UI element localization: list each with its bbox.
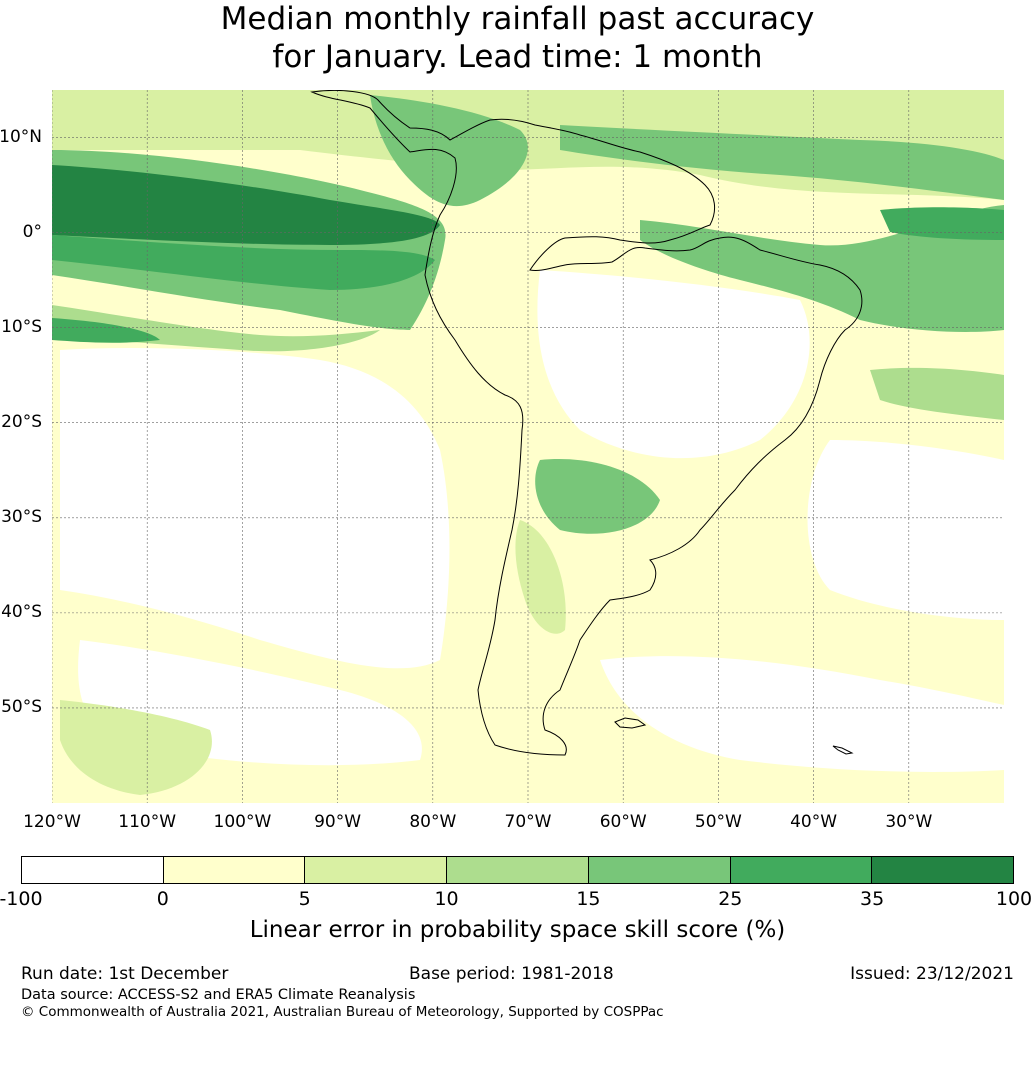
- run-date: Run date: 1st December: [21, 964, 229, 984]
- colorbar-cell: [305, 857, 448, 883]
- field-white-south-atlantic: [600, 656, 1004, 772]
- colorbar-cell: [730, 857, 873, 883]
- field-atlantic-south: [870, 367, 1004, 420]
- longitude-label: 100°W: [213, 812, 272, 832]
- field-pacific-south-2: [52, 318, 160, 343]
- field-white-brazil: [537, 270, 810, 459]
- longitude-label: 30°W: [885, 812, 933, 832]
- colorbar-tick-label: 10: [434, 888, 459, 910]
- colorbar-tick-label: 0: [156, 888, 169, 910]
- colorbar-cell: [22, 857, 164, 883]
- colorbar-cell: [588, 857, 731, 883]
- title-line-1: Median monthly rainfall past accuracy: [220, 1, 815, 37]
- field-andes: [515, 520, 566, 634]
- longitude-label: 60°W: [599, 812, 647, 832]
- latitude-label: 20°S: [1, 411, 42, 432]
- map-area: [52, 90, 1004, 803]
- latitude-label: 10°N: [0, 126, 42, 147]
- longitude-label: 110°W: [118, 812, 177, 832]
- latitude-label: 10°S: [1, 316, 42, 337]
- colorbar-tick-label: 5: [298, 888, 311, 910]
- issued-date: Issued: 23/12/2021: [850, 964, 1014, 984]
- field-atlantic-eq-core: [880, 207, 1004, 240]
- south-georgia-coastline: [832, 745, 854, 755]
- falkland-islands-coastline: [614, 717, 647, 729]
- base-period: Base period: 1981-2018: [409, 964, 614, 984]
- field-atlantic-eq: [640, 205, 1004, 332]
- latitude-label: 50°S: [1, 696, 42, 717]
- colorbar-tick-label: 15: [576, 888, 601, 910]
- colorbar-cell: [163, 857, 306, 883]
- map-title: Median monthly rainfall past accuracy fo…: [0, 0, 1035, 76]
- colorbar-tick-label: 35: [860, 888, 885, 910]
- longitude-label: 40°W: [790, 812, 838, 832]
- latitude-label: 40°S: [1, 601, 42, 622]
- longitude-label: 70°W: [504, 812, 552, 832]
- colorbar: [21, 856, 1014, 884]
- field-patagonia: [60, 700, 212, 795]
- colorbar-tick-label: 25: [718, 888, 743, 910]
- field-caribbean: [370, 95, 528, 207]
- title-line-2: for January. Lead time: 1 month: [272, 39, 763, 75]
- field-atlantic-north: [560, 125, 1004, 200]
- gridlines: [52, 90, 1004, 803]
- copyright: © Commonwealth of Australia 2021, Austra…: [21, 1004, 664, 1020]
- colorbar-tick-label: 100: [995, 888, 1033, 910]
- field-white-atlantic: [807, 440, 1004, 620]
- field-pacific-inner: [52, 165, 440, 245]
- longitude-label: 120°W: [23, 812, 81, 832]
- field-la-plata: [535, 459, 660, 534]
- data-source: Data source: ACCESS-S2 and ERA5 Climate …: [21, 987, 416, 1003]
- colorbar-tick-label: -100: [0, 888, 43, 910]
- skill-fields: [52, 90, 1004, 795]
- colorbar-cell: [872, 857, 1014, 883]
- skill-score-map: [52, 90, 1004, 803]
- field-white-pacific: [60, 348, 450, 669]
- latitude-label: 0°: [22, 221, 42, 242]
- field-pacific-mid: [52, 235, 435, 290]
- colorbar-label: Linear error in probability space skill …: [249, 917, 786, 943]
- longitude-label: 50°W: [694, 812, 742, 832]
- longitude-label: 90°W: [314, 812, 362, 832]
- longitude-label: 80°W: [409, 812, 457, 832]
- south-america-coastline: [310, 90, 863, 756]
- colorbar-cell: [447, 857, 589, 883]
- latitude-label: 30°S: [1, 506, 42, 527]
